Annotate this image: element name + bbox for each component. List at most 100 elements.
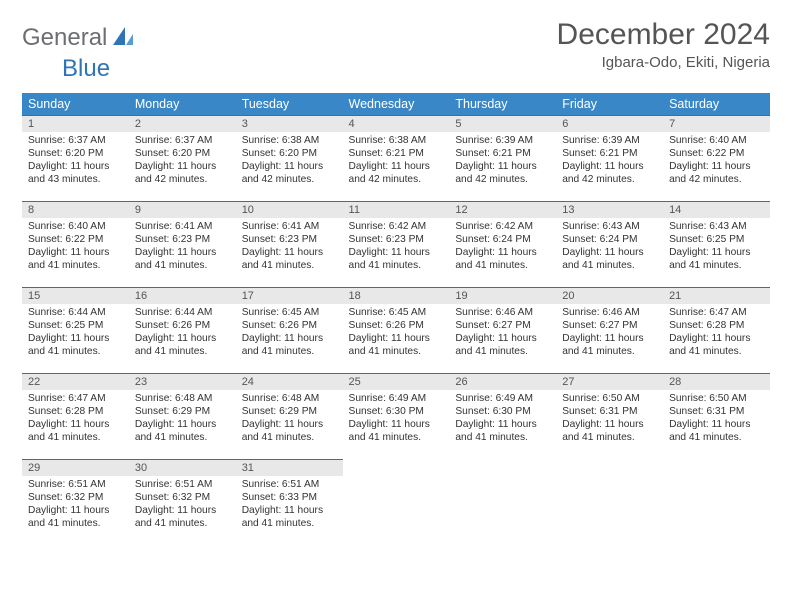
sunrise-line: Sunrise: 6:37 AM <box>28 135 106 146</box>
day-number: 17 <box>236 288 343 304</box>
sunset-line: Sunset: 6:20 PM <box>28 148 103 159</box>
day-number: 7 <box>663 116 770 132</box>
day-details: Sunrise: 6:43 AMSunset: 6:24 PMDaylight:… <box>556 218 663 276</box>
daylight-line: Daylight: 11 hours and 41 minutes. <box>349 247 430 271</box>
daylight-line: Daylight: 11 hours and 41 minutes. <box>349 419 430 443</box>
daylight-line: Daylight: 11 hours and 41 minutes. <box>135 333 216 357</box>
sunrise-line: Sunrise: 6:38 AM <box>349 135 427 146</box>
daylight-line: Daylight: 11 hours and 42 minutes. <box>242 161 323 185</box>
calendar-day-cell: 4Sunrise: 6:38 AMSunset: 6:21 PMDaylight… <box>343 116 450 202</box>
daylight-line: Daylight: 11 hours and 42 minutes. <box>349 161 430 185</box>
daylight-line: Daylight: 11 hours and 41 minutes. <box>455 333 536 357</box>
weekday-header: Monday <box>129 93 236 116</box>
calendar-week-row: 15Sunrise: 6:44 AMSunset: 6:25 PMDayligh… <box>22 288 770 374</box>
sunrise-line: Sunrise: 6:47 AM <box>669 307 747 318</box>
calendar-day-cell: 22Sunrise: 6:47 AMSunset: 6:28 PMDayligh… <box>22 374 129 460</box>
calendar-day-cell: 23Sunrise: 6:48 AMSunset: 6:29 PMDayligh… <box>129 374 236 460</box>
day-number: 1 <box>22 116 129 132</box>
sunrise-line: Sunrise: 6:43 AM <box>669 221 747 232</box>
calendar-day-cell: 30Sunrise: 6:51 AMSunset: 6:32 PMDayligh… <box>129 460 236 546</box>
sunset-line: Sunset: 6:28 PM <box>28 406 103 417</box>
daylight-line: Daylight: 11 hours and 41 minutes. <box>349 333 430 357</box>
day-details: Sunrise: 6:42 AMSunset: 6:24 PMDaylight:… <box>449 218 556 276</box>
daylight-line: Daylight: 11 hours and 41 minutes. <box>135 247 216 271</box>
day-number: 2 <box>129 116 236 132</box>
day-details: Sunrise: 6:49 AMSunset: 6:30 PMDaylight:… <box>343 390 450 448</box>
day-details: Sunrise: 6:51 AM Sunset: 6:32 PM Daylight:… <box>22 476 129 534</box>
sunset-line: Sunset: 6:32 PM <box>28 492 103 503</box>
daylight-line: Daylight: 11 hours and 41 minutes. <box>669 419 750 443</box>
day-details: Sunrise: 6:51 AMSunset: 6:33 PMDaylight:… <box>236 476 343 534</box>
daylight-line: Daylight: 11 hours and 42 minutes. <box>562 161 643 185</box>
calendar-day-cell: 26Sunrise: 6:49 AMSunset: 6:30 PMDayligh… <box>449 374 556 460</box>
sunrise-line: Sunrise: 6:51 AM <box>28 479 106 490</box>
sunset-line: Sunset: 6:26 PM <box>135 320 210 331</box>
sunset-line: Sunset: 6:30 PM <box>455 406 530 417</box>
weekday-header: Tuesday <box>236 93 343 116</box>
sunrise-line: Sunrise: 6:41 AM <box>242 221 320 232</box>
calendar-day-cell: 20Sunrise: 6:46 AMSunset: 6:27 PMDayligh… <box>556 288 663 374</box>
day-number: 5 <box>449 116 556 132</box>
sunrise-line: Sunrise: 6:48 AM <box>135 393 213 404</box>
calendar-day-cell: 5Sunrise: 6:39 AMSunset: 6:21 PMDaylight… <box>449 116 556 202</box>
sunset-line: Sunset: 6:21 PM <box>349 148 424 159</box>
day-number: 30 <box>129 460 236 476</box>
daylight-line: Daylight: 11 hours and 41 minutes. <box>135 419 216 443</box>
calendar-day-cell: 14Sunrise: 6:43 AMSunset: 6:25 PMDayligh… <box>663 202 770 288</box>
sunset-line: Sunset: 6:21 PM <box>455 148 530 159</box>
sunset-line: Sunset: 6:20 PM <box>242 148 317 159</box>
calendar-day-cell: 11Sunrise: 6:42 AMSunset: 6:23 PMDayligh… <box>343 202 450 288</box>
day-details: Sunrise: 6:42 AMSunset: 6:23 PMDaylight:… <box>343 218 450 276</box>
calendar-day-cell: 28Sunrise: 6:50 AMSunset: 6:31 PMDayligh… <box>663 374 770 460</box>
sunrise-line: Sunrise: 6:46 AM <box>562 307 640 318</box>
sunset-line: Sunset: 6:20 PM <box>135 148 210 159</box>
sunset-line: Sunset: 6:23 PM <box>242 234 317 245</box>
day-number: 10 <box>236 202 343 218</box>
calendar-day-cell: 24Sunrise: 6:48 AMSunset: 6:29 PMDayligh… <box>236 374 343 460</box>
daylight-line: Daylight: 11 hours and 41 minutes. <box>28 333 109 357</box>
calendar-day-cell <box>556 460 663 546</box>
day-number: 15 <box>22 288 129 304</box>
day-details: Sunrise: 6:49 AMSunset: 6:30 PMDaylight:… <box>449 390 556 448</box>
calendar-day-cell: 2 Sunrise: 6:37 AM Sunset: 6:20 PM Daylight… <box>129 116 236 202</box>
sunrise-line: Sunrise: 6:44 AM <box>28 307 106 318</box>
day-number: 25 <box>343 374 450 390</box>
month-title: December 2024 <box>557 18 770 52</box>
sunset-line: Sunset: 6:29 PM <box>135 406 210 417</box>
sunrise-line: Sunrise: 6:50 AM <box>669 393 747 404</box>
day-number: 16 <box>129 288 236 304</box>
calendar-day-cell: 3Sunrise: 6:38 AMSunset: 6:20 PMDaylight… <box>236 116 343 202</box>
sunrise-line: Sunrise: 6:38 AM <box>242 135 320 146</box>
day-number: 8 <box>22 202 129 218</box>
sunrise-line: Sunrise: 6:47 AM <box>28 393 106 404</box>
day-number: 31 <box>236 460 343 476</box>
day-details: Sunrise: 6:46 AMSunset: 6:27 PMDaylight:… <box>556 304 663 362</box>
calendar-day-cell: 6Sunrise: 6:39 AMSunset: 6:21 PMDaylight… <box>556 116 663 202</box>
calendar-day-cell: 7Sunrise: 6:40 AMSunset: 6:22 PMDaylight… <box>663 116 770 202</box>
daylight-line: Daylight: 11 hours and 42 minutes. <box>135 161 216 185</box>
sunset-line: Sunset: 6:26 PM <box>349 320 424 331</box>
daylight-line: Daylight: 11 hours and 42 minutes. <box>669 161 750 185</box>
sunset-line: Sunset: 6:22 PM <box>669 148 744 159</box>
day-details: Sunrise: 6:51 AMSunset: 6:32 PMDaylight:… <box>129 476 236 534</box>
daylight-line: Daylight: 11 hours and 41 minutes. <box>242 333 323 357</box>
sunset-line: Sunset: 6:24 PM <box>562 234 637 245</box>
day-details: Sunrise: 6:39 AMSunset: 6:21 PMDaylight:… <box>449 132 556 190</box>
day-number: 20 <box>556 288 663 304</box>
calendar-day-cell <box>343 460 450 546</box>
logo-sail-icon <box>111 25 135 52</box>
logo: General <box>22 24 137 52</box>
calendar-week-row: 22Sunrise: 6:47 AMSunset: 6:28 PMDayligh… <box>22 374 770 460</box>
day-details: Sunrise: 6:39 AMSunset: 6:21 PMDaylight:… <box>556 132 663 190</box>
day-details: Sunrise: 6:50 AMSunset: 6:31 PMDaylight:… <box>556 390 663 448</box>
day-number: 28 <box>663 374 770 390</box>
sunrise-line: Sunrise: 6:51 AM <box>242 479 320 490</box>
day-number: 14 <box>663 202 770 218</box>
daylight-line: Daylight: 11 hours and 41 minutes. <box>28 505 109 529</box>
sunset-line: Sunset: 6:27 PM <box>455 320 530 331</box>
sunrise-line: Sunrise: 6:37 AM <box>135 135 213 146</box>
day-details: Sunrise: 6:41 AMSunset: 6:23 PMDaylight:… <box>236 218 343 276</box>
sunset-line: Sunset: 6:33 PM <box>242 492 317 503</box>
sunset-line: Sunset: 6:21 PM <box>562 148 637 159</box>
calendar-week-row: 1 Sunrise: 6:37 AM Sunset: 6:20 PM Daylight… <box>22 116 770 202</box>
